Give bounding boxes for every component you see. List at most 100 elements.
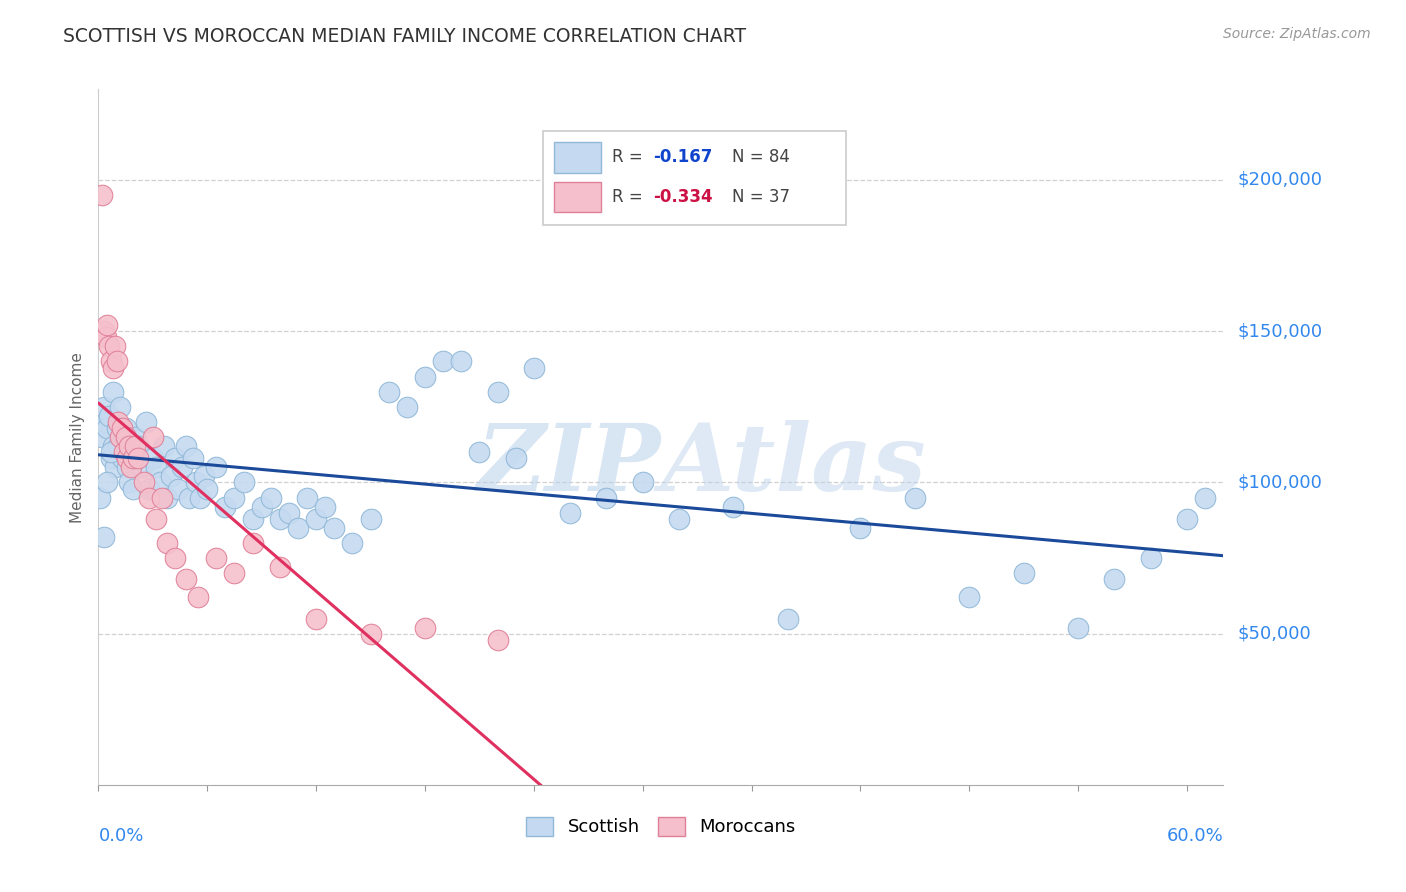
Text: -0.334: -0.334 [652, 188, 713, 206]
Point [188, 491, 211, 505]
Point [174, 439, 197, 453]
Point [145, 512, 167, 526]
Point [98, 409, 121, 423]
Point [89, 491, 111, 505]
Point [93, 530, 115, 544]
Point [1139, 551, 1161, 566]
Point [96, 421, 118, 435]
Point [505, 451, 527, 466]
Point [1104, 572, 1126, 586]
Point [142, 430, 165, 444]
Point [108, 430, 131, 444]
Point [105, 354, 128, 368]
Text: 0.0%: 0.0% [98, 827, 143, 845]
Point [118, 475, 141, 490]
Point [179, 491, 201, 505]
Point [107, 415, 129, 429]
Text: R =: R = [613, 188, 648, 206]
Point [668, 512, 690, 526]
Point [277, 506, 299, 520]
Point [360, 626, 382, 640]
Point [101, 384, 124, 399]
Point [112, 430, 135, 444]
Point [957, 591, 980, 605]
Point [250, 500, 273, 514]
Point [314, 500, 336, 514]
Point [150, 491, 173, 505]
Point [849, 521, 872, 535]
Point [104, 339, 127, 353]
Point [181, 451, 204, 466]
Point [142, 451, 165, 466]
Point [1175, 512, 1198, 526]
Point [98, 339, 121, 353]
Point [450, 354, 472, 368]
Text: N = 37: N = 37 [731, 188, 790, 206]
Point [138, 482, 160, 496]
Text: $150,000: $150,000 [1237, 322, 1322, 340]
Point [260, 491, 283, 505]
Point [558, 506, 581, 520]
Text: Source: ZipAtlas.com: Source: ZipAtlas.com [1223, 27, 1371, 41]
Point [117, 460, 139, 475]
FancyBboxPatch shape [554, 182, 602, 212]
Point [269, 560, 291, 574]
Point [295, 491, 318, 505]
Text: $100,000: $100,000 [1237, 474, 1322, 491]
Point [94, 415, 117, 429]
Point [135, 415, 157, 429]
Point [131, 460, 153, 475]
Point [107, 439, 129, 453]
Point [132, 475, 155, 490]
Y-axis label: Median Family Income: Median Family Income [70, 351, 86, 523]
Point [138, 491, 160, 505]
Point [287, 521, 309, 535]
Point [174, 572, 197, 586]
Point [127, 439, 149, 453]
Point [468, 445, 491, 459]
Point [269, 512, 291, 526]
Point [486, 632, 509, 647]
Point [486, 384, 509, 399]
Point [156, 491, 179, 505]
Point [108, 400, 131, 414]
Point [224, 491, 246, 505]
Text: N = 84: N = 84 [731, 148, 790, 167]
Point [94, 330, 117, 344]
Point [145, 460, 167, 475]
Point [186, 475, 208, 490]
Point [111, 451, 134, 466]
Text: Atlas: Atlas [661, 420, 927, 510]
Point [100, 354, 122, 368]
Point [156, 536, 179, 550]
Point [205, 551, 228, 566]
Point [1012, 566, 1035, 581]
FancyBboxPatch shape [543, 131, 846, 225]
Point [1194, 491, 1216, 505]
Text: ZIP: ZIP [477, 420, 661, 510]
Point [631, 475, 654, 490]
Text: $200,000: $200,000 [1237, 171, 1322, 189]
Point [377, 384, 399, 399]
Point [323, 521, 346, 535]
Point [163, 551, 186, 566]
Point [193, 469, 215, 483]
Point [1067, 621, 1090, 635]
Point [595, 491, 617, 505]
Point [120, 460, 142, 475]
Point [120, 445, 142, 459]
Point [242, 536, 264, 550]
Point [163, 451, 186, 466]
Point [776, 611, 799, 625]
Point [96, 475, 118, 490]
Text: R =: R = [613, 148, 648, 167]
Point [195, 482, 218, 496]
Point [100, 445, 122, 459]
Point [342, 536, 364, 550]
Point [114, 430, 136, 444]
Point [100, 451, 122, 466]
Point [160, 469, 183, 483]
Point [112, 445, 135, 459]
Point [96, 318, 118, 333]
Point [122, 482, 145, 496]
